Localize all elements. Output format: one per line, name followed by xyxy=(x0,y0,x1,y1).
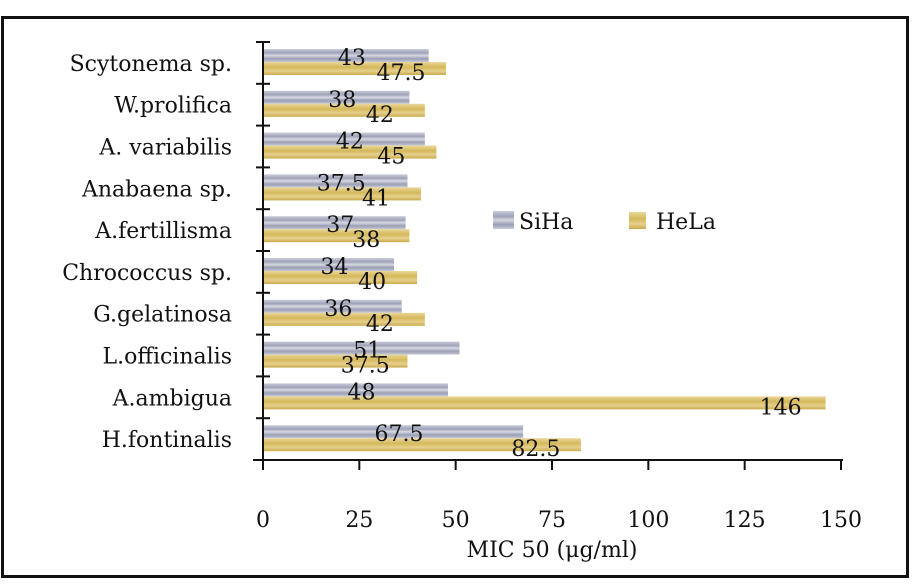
category-label: A.fertillisma xyxy=(94,219,232,244)
x-tick-label: 0 xyxy=(256,508,270,533)
data-label-hela: 146 xyxy=(760,395,802,420)
category-label: L.officinalis xyxy=(102,345,232,370)
bar-hela xyxy=(263,62,447,75)
data-label-hela: 41 xyxy=(362,186,390,211)
bar-siha xyxy=(263,216,406,230)
legend: SiHa HeLa xyxy=(493,210,716,235)
legend-label-hela: HeLa xyxy=(656,210,716,235)
data-label-hela: 42 xyxy=(366,312,394,337)
data-label-siha: 43 xyxy=(338,46,366,71)
category-label: G.gelatinosa xyxy=(93,303,232,328)
bar-siha xyxy=(263,49,429,62)
legend-swatch-hela xyxy=(629,212,646,229)
x-tick-label: 100 xyxy=(627,508,669,533)
bar-hela xyxy=(263,354,408,368)
category-labels: Scytonema sp. W.prolifica A. variabilis Ana… xyxy=(62,52,232,453)
bar-hela xyxy=(263,312,425,326)
data-label-siha: 37.5 xyxy=(317,171,366,196)
bar-siha xyxy=(263,383,448,397)
legend-swatch-siha xyxy=(493,211,514,229)
chart-frame xyxy=(1,16,909,578)
x-tick-label: 150 xyxy=(820,508,862,533)
x-tick-label: 50 xyxy=(442,508,470,533)
data-label-hela: 42 xyxy=(366,103,394,128)
bar-hela xyxy=(263,103,425,117)
data-labels: 4347.53842424537.5413738344036425137.548… xyxy=(317,46,802,462)
data-label-siha: 42 xyxy=(336,130,364,155)
legend-label-siha: SiHa xyxy=(519,210,573,235)
bar-hela xyxy=(263,396,826,410)
bars-group xyxy=(263,49,826,452)
category-label: Chrococcus sp. xyxy=(62,261,232,286)
bar-siha xyxy=(263,90,410,104)
bar-hela xyxy=(263,187,421,201)
x-axis-title: MIC 50 (μg/ml) xyxy=(467,538,638,563)
data-label-hela: 82.5 xyxy=(511,437,560,462)
bar-siha xyxy=(263,341,460,355)
category-label: Anabaena sp. xyxy=(81,177,232,202)
bar-hela xyxy=(263,229,410,243)
bar-siha xyxy=(263,299,402,313)
bar-hela xyxy=(263,145,437,159)
data-label-hela: 37.5 xyxy=(341,354,390,379)
bar-hela xyxy=(263,438,581,452)
data-label-siha: 67.5 xyxy=(375,422,424,447)
data-label-siha: 38 xyxy=(328,88,356,113)
data-label-siha: 36 xyxy=(324,297,352,322)
bar-siha xyxy=(263,425,524,439)
category-label: A.ambigua xyxy=(112,386,232,411)
axes-group: 0 25 50 75 100 125 150 xyxy=(253,41,862,533)
data-label-siha: 34 xyxy=(321,255,349,280)
data-label-hela: 40 xyxy=(358,270,386,295)
data-label-siha: 48 xyxy=(347,380,375,405)
category-label: Scytonema sp. xyxy=(70,52,232,77)
data-label-siha: 51 xyxy=(353,339,381,364)
category-label: A. variabilis xyxy=(98,136,232,161)
x-tick-label: 125 xyxy=(724,508,766,533)
bar-siha xyxy=(263,174,408,188)
bar-hela xyxy=(263,271,418,284)
data-label-hela: 47.5 xyxy=(377,61,426,86)
x-tick-label: 75 xyxy=(538,508,566,533)
category-label: W.prolifica xyxy=(114,94,232,119)
data-label-hela: 45 xyxy=(377,145,405,170)
bar-siha xyxy=(263,258,395,271)
category-label: H.fontinalis xyxy=(102,428,232,453)
bar-siha xyxy=(263,132,425,146)
data-label-siha: 37 xyxy=(326,213,354,238)
data-label-hela: 38 xyxy=(352,228,380,253)
x-tick-label: 25 xyxy=(345,508,373,533)
